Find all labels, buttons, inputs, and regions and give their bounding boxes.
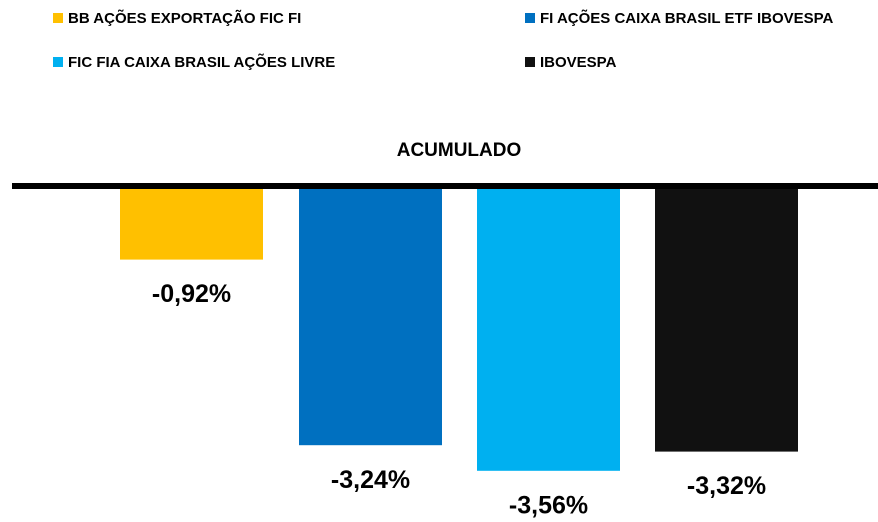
legend-label: BB AÇÕES EXPORTAÇÃO FIC FI <box>68 9 301 27</box>
legend-swatch <box>53 57 63 67</box>
legend-label: FIC FIA CAIXA BRASIL AÇÕES LIVRE <box>68 53 335 71</box>
bar <box>120 186 263 260</box>
value-label: -3,56% <box>509 491 588 519</box>
value-label: -0,92% <box>152 280 231 308</box>
legend-swatch <box>525 57 535 67</box>
value-label: -3,24% <box>331 466 410 494</box>
category-label: ACUMULADO <box>397 140 522 161</box>
bar <box>655 186 798 452</box>
legend-swatch <box>525 13 535 23</box>
bar <box>299 186 442 446</box>
legend-label: IBOVESPA <box>540 54 617 71</box>
legend-swatch <box>53 13 63 23</box>
bar <box>477 186 620 471</box>
legend-label: FI AÇÕES CAIXA BRASIL ETF IBOVESPA <box>540 9 834 27</box>
value-label: -3,32% <box>687 472 766 500</box>
